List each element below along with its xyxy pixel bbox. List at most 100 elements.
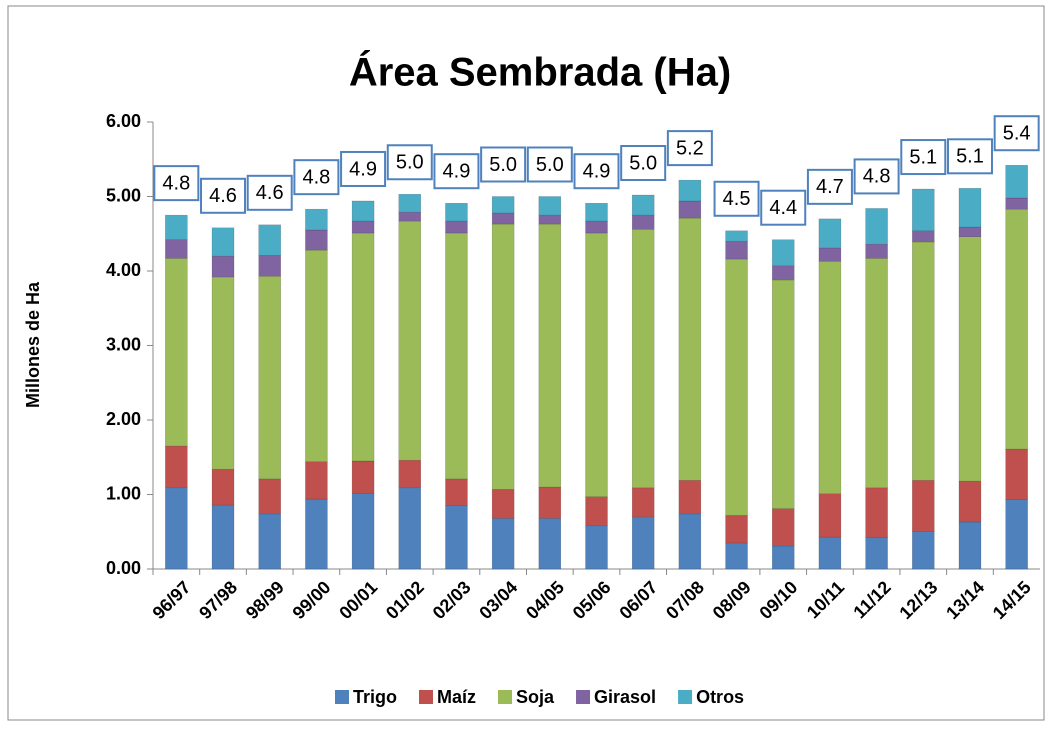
bar-segment — [865, 258, 888, 489]
bar-segment — [678, 513, 702, 570]
bar-segment — [865, 208, 888, 245]
bar-segment — [771, 239, 795, 267]
bar-segment — [305, 461, 328, 500]
bar-segment — [1005, 448, 1028, 500]
legend-label: Otros — [696, 687, 744, 707]
bar-segment — [771, 545, 795, 570]
bar-segment — [538, 486, 562, 519]
bar-segment — [538, 518, 562, 570]
bar-segment — [818, 247, 842, 262]
bar-segment — [1005, 208, 1028, 450]
total-label-box — [526, 146, 573, 183]
bar-segment — [678, 217, 702, 481]
bar-segment — [258, 478, 281, 515]
total-label: 5.1 — [956, 146, 984, 168]
bar-segment — [818, 493, 842, 538]
y-tick-label: 3.00 — [106, 334, 141, 354]
total-label-box — [713, 180, 760, 217]
bar-segment — [398, 211, 422, 222]
total-label: 5.1 — [909, 146, 937, 168]
bar-segment — [445, 478, 468, 506]
bar-segment — [491, 212, 515, 225]
total-label-box — [433, 153, 480, 190]
bar-segment — [725, 258, 748, 516]
legend-swatch — [419, 690, 433, 704]
total-label-box — [620, 145, 667, 182]
bar-segment — [631, 194, 655, 216]
bar-segment — [631, 214, 655, 230]
legend-swatch — [576, 690, 591, 704]
y-tick-label: 5.00 — [106, 185, 141, 205]
legend-label: Trigo — [353, 687, 397, 707]
bar-segment — [585, 220, 608, 234]
bar-segment — [398, 487, 422, 570]
bar-segment — [165, 445, 188, 489]
bar-segment — [771, 265, 795, 281]
total-label-box — [246, 174, 293, 211]
legend-label: Girasol — [594, 687, 656, 707]
legend-label: Soja — [516, 687, 555, 707]
bar-segment — [491, 518, 515, 570]
bar-segment — [211, 504, 235, 570]
bar-segment — [211, 276, 235, 470]
total-label: 4.9 — [349, 158, 377, 180]
y-tick-label: 4.00 — [106, 260, 141, 280]
bar-segment — [631, 229, 655, 489]
bar-segment — [1005, 499, 1028, 570]
bar-segment — [258, 513, 281, 570]
legend-swatch — [498, 690, 513, 704]
bar-segment — [865, 487, 888, 538]
total-label: 4.8 — [863, 166, 891, 188]
bar-segment — [445, 232, 468, 480]
bar-segment — [305, 208, 328, 231]
bar-segment — [818, 218, 842, 249]
total-label-box — [200, 177, 247, 214]
bar-segment — [958, 226, 982, 237]
bar-segment — [398, 220, 422, 461]
bar-segment — [912, 188, 935, 232]
bar-segment — [491, 196, 515, 214]
bar-segment — [165, 214, 188, 240]
bar-segment — [958, 236, 982, 482]
bar-segment — [491, 489, 515, 519]
bar-segment — [818, 536, 842, 570]
bar-segment — [678, 179, 702, 202]
bar-segment — [211, 255, 235, 278]
total-label-box — [340, 150, 387, 187]
total-label-box — [760, 189, 807, 226]
total-label-box — [293, 159, 340, 196]
bar-segment — [165, 258, 188, 447]
total-label-box — [386, 144, 433, 181]
y-tick-label: 1.00 — [106, 483, 141, 503]
bar-segment — [912, 230, 935, 243]
total-label-box — [993, 115, 1040, 152]
total-label-box — [946, 138, 993, 175]
bar-segment — [912, 480, 935, 532]
bar-segment — [912, 531, 935, 570]
total-label: 5.0 — [396, 152, 424, 174]
bar-segment — [678, 480, 702, 515]
bar-segment — [725, 515, 748, 544]
bar-segment — [305, 249, 328, 462]
bar-segment — [678, 200, 702, 219]
bar-segment — [445, 505, 468, 570]
y-tick-label: 6.00 — [106, 111, 141, 131]
total-label: 5.4 — [1003, 122, 1031, 144]
total-label: 5.0 — [536, 154, 564, 176]
total-label-box — [853, 158, 900, 195]
legend: Trigo Maíz Soja Girasol Otros — [335, 687, 744, 707]
bar-segment — [351, 232, 375, 462]
bar-segment — [585, 202, 608, 222]
total-label-box — [153, 165, 200, 202]
bar-segment — [305, 229, 328, 251]
total-label: 4.8 — [302, 166, 330, 188]
chart-title: Área Sembrada (Ha) — [349, 50, 731, 95]
y-tick-label: 0.00 — [106, 558, 141, 578]
total-label: 5.2 — [676, 137, 704, 159]
bar-segment — [1005, 197, 1028, 210]
bar-segment — [958, 480, 982, 523]
bar-segment — [258, 255, 281, 277]
bar-segment — [865, 243, 888, 259]
bar-segment — [912, 241, 935, 481]
